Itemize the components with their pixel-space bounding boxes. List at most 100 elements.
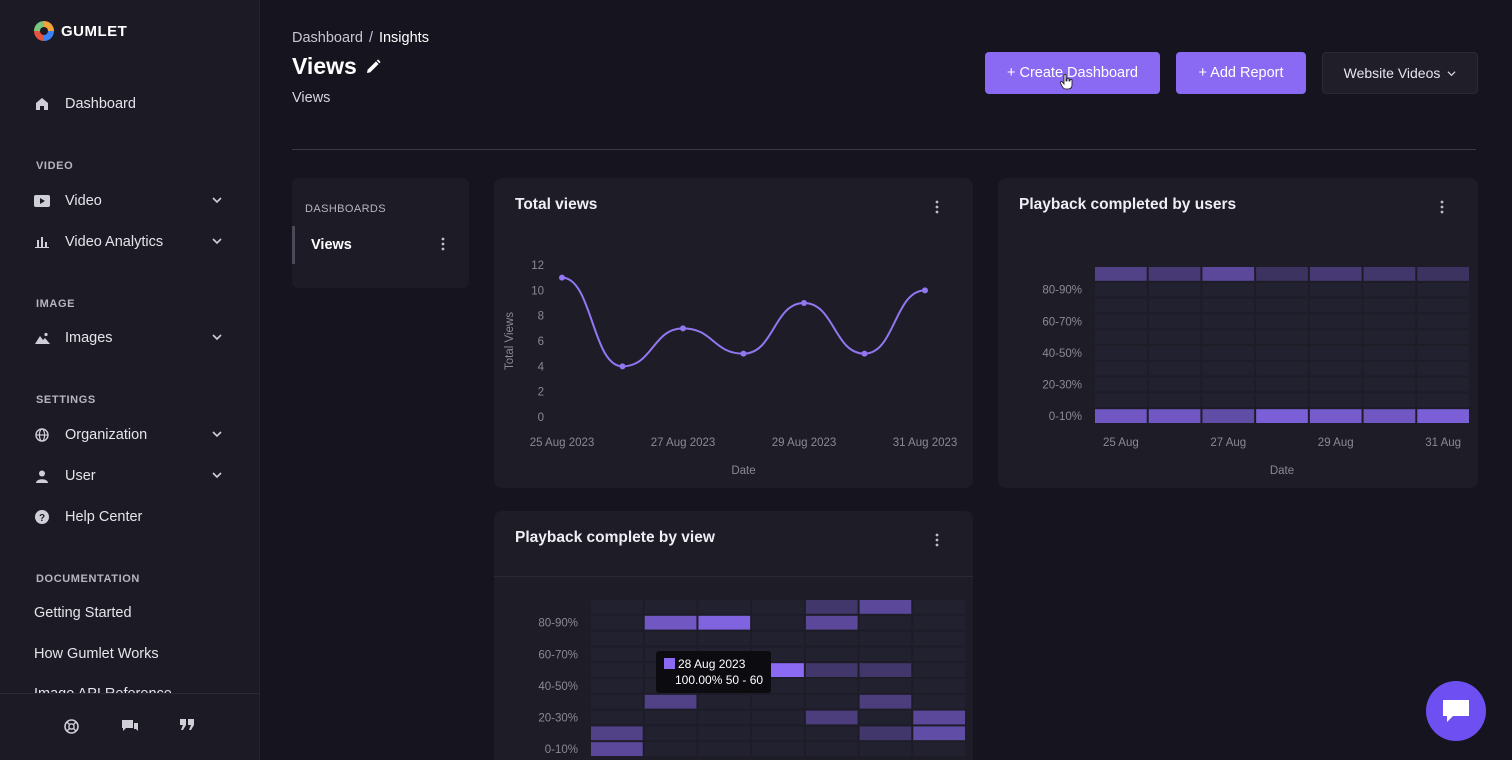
y-tick-label: 4 bbox=[538, 361, 545, 373]
sidebar-item-label: Video bbox=[65, 193, 102, 209]
doc-link-api-reference[interactable]: Image API Reference bbox=[34, 686, 172, 693]
heatmap-empty-cell bbox=[752, 631, 804, 646]
doc-link-getting-started[interactable]: Getting Started bbox=[34, 605, 132, 621]
source-select[interactable]: Website Videos bbox=[1322, 52, 1478, 94]
heatmap-empty-cell bbox=[1148, 282, 1201, 297]
add-report-button[interactable]: + Add Report bbox=[1176, 52, 1306, 94]
sidebar-item-video[interactable]: Video bbox=[34, 189, 226, 213]
image-icon bbox=[34, 330, 50, 346]
heatmap-empty-cell bbox=[913, 615, 965, 630]
heatmap-cell bbox=[591, 742, 643, 756]
playback-users-heatmap: 0-10% 20-30% 40-50% 60-70% 80-90% 25 Aug 27 Au… bbox=[1042, 267, 1469, 477]
breadcrumb-separator: / bbox=[368, 30, 373, 46]
dashboards-panel: DASHBOARDS Views bbox=[292, 178, 469, 288]
y-tick-label: 12 bbox=[531, 260, 544, 272]
heatmap-empty-cell bbox=[752, 742, 804, 756]
sidebar-item-user[interactable]: User bbox=[34, 464, 226, 488]
y-tick-label: 6 bbox=[538, 336, 544, 348]
breadcrumb-current: Insights bbox=[378, 30, 429, 46]
heatmap-cell bbox=[805, 710, 858, 725]
data-point bbox=[801, 300, 807, 306]
chat-icon[interactable] bbox=[121, 719, 138, 735]
brand[interactable]: GUMLET bbox=[33, 20, 127, 42]
chat-bubble-icon bbox=[1443, 700, 1469, 722]
sidebar-item-dashboard[interactable]: Dashboard bbox=[34, 92, 226, 116]
data-point bbox=[619, 363, 626, 370]
heatmap-empty-cell bbox=[644, 726, 697, 741]
create-dashboard-button[interactable]: + Create Dashboard bbox=[985, 52, 1160, 94]
doc-link-how-gumlet-works[interactable]: How Gumlet Works bbox=[34, 646, 159, 662]
kebab-menu-icon[interactable] bbox=[1440, 200, 1444, 214]
heatmap-empty-cell bbox=[591, 694, 643, 709]
y-tick-label: 0-10% bbox=[1049, 411, 1082, 423]
heatmap-empty-cell bbox=[1095, 298, 1147, 313]
heatmap-cell bbox=[859, 663, 912, 677]
heatmap-cell bbox=[913, 726, 965, 741]
heatmap-empty-cell bbox=[1363, 267, 1416, 281]
heatmap-cell bbox=[1256, 267, 1308, 281]
x-axis-label: Date bbox=[1270, 465, 1294, 477]
playback-view-heatmap: 0-10% 20-30% 40-50% 60-70% 80-90% bbox=[538, 600, 965, 756]
heatmap-cell bbox=[1148, 409, 1201, 423]
breadcrumb-dashboard[interactable]: Dashboard bbox=[292, 30, 363, 46]
y-tick-label: 0 bbox=[538, 412, 544, 424]
page-subtitle: Views bbox=[292, 90, 331, 106]
heatmap-cell bbox=[805, 663, 858, 677]
heatmap-empty-cell bbox=[1309, 346, 1362, 360]
sidebar-item-organization[interactable]: Organization bbox=[34, 423, 226, 447]
globe-icon bbox=[34, 427, 50, 443]
tooltip-date: 28 Aug 2023 bbox=[678, 657, 746, 671]
heatmap-empty-cell bbox=[752, 694, 804, 709]
kebab-menu-icon[interactable] bbox=[935, 533, 939, 547]
breadcrumb: Dashboard / Insights bbox=[292, 30, 429, 46]
quote-icon[interactable] bbox=[179, 719, 196, 735]
kebab-menu-icon[interactable] bbox=[935, 200, 939, 214]
heatmap-empty-cell bbox=[1256, 298, 1308, 313]
heatmap-cell bbox=[859, 726, 912, 741]
sidebar-item-video-analytics[interactable]: Video Analytics bbox=[34, 230, 226, 254]
heatmap-cell bbox=[913, 710, 965, 725]
heatmap-empty-cell bbox=[1202, 377, 1255, 392]
heatmap-empty-cell bbox=[1417, 314, 1469, 329]
heatmap-cell bbox=[591, 726, 643, 741]
heatmap-empty-cell bbox=[859, 663, 912, 677]
heatmap-empty-cell bbox=[859, 647, 912, 662]
heatmap-empty-cell bbox=[591, 726, 643, 741]
support-icon[interactable] bbox=[63, 719, 80, 735]
data-point bbox=[680, 325, 686, 332]
heatmap-empty-cell bbox=[1095, 267, 1147, 281]
chat-launcher-button[interactable] bbox=[1426, 681, 1486, 741]
sidebar-item-help-center[interactable]: ? Help Center bbox=[34, 505, 226, 529]
dashboard-item-views[interactable]: Views bbox=[292, 226, 469, 264]
heatmap-empty-cell bbox=[1256, 377, 1308, 392]
heatmap-empty-cell bbox=[1256, 361, 1308, 376]
sidebar-item-images[interactable]: Images bbox=[34, 326, 226, 350]
x-axis-label: Date bbox=[731, 465, 755, 477]
edit-pencil-icon[interactable] bbox=[365, 58, 381, 75]
brand-name: GUMLET bbox=[61, 22, 128, 40]
y-tick-label: 20-30% bbox=[538, 713, 578, 725]
heatmap-empty-cell bbox=[644, 631, 697, 646]
heatmap-cell bbox=[1417, 409, 1469, 423]
heatmap-empty-cell bbox=[698, 726, 751, 741]
heatmap-empty-cell bbox=[752, 615, 804, 630]
heatmap-empty-cell bbox=[805, 600, 858, 614]
y-tick-label: 10 bbox=[531, 285, 544, 297]
heatmap-cell bbox=[1202, 409, 1255, 423]
heatmap-empty-cell bbox=[1417, 361, 1469, 376]
heatmap-empty-cell bbox=[591, 647, 643, 662]
x-tick-label: 25 Aug bbox=[1103, 437, 1139, 449]
tooltip-value: 100.00% 50 - 60 bbox=[675, 673, 764, 687]
hand-cursor-icon bbox=[1060, 74, 1073, 90]
x-tick-label: 29 Aug 2023 bbox=[772, 437, 837, 449]
heatmap-empty-cell bbox=[1309, 267, 1362, 281]
heatmap-empty-cell bbox=[1309, 330, 1362, 344]
y-tick-label: 20-30% bbox=[1042, 380, 1082, 392]
x-tick-label: 27 Aug bbox=[1210, 437, 1246, 449]
heatmap-empty-cell bbox=[859, 631, 912, 646]
kebab-menu-icon[interactable] bbox=[441, 237, 445, 251]
heatmap-cell bbox=[644, 615, 697, 630]
heatmap-empty-cell bbox=[1202, 298, 1255, 313]
heatmap-cell bbox=[805, 600, 858, 614]
section-label-image: IMAGE bbox=[36, 298, 76, 310]
